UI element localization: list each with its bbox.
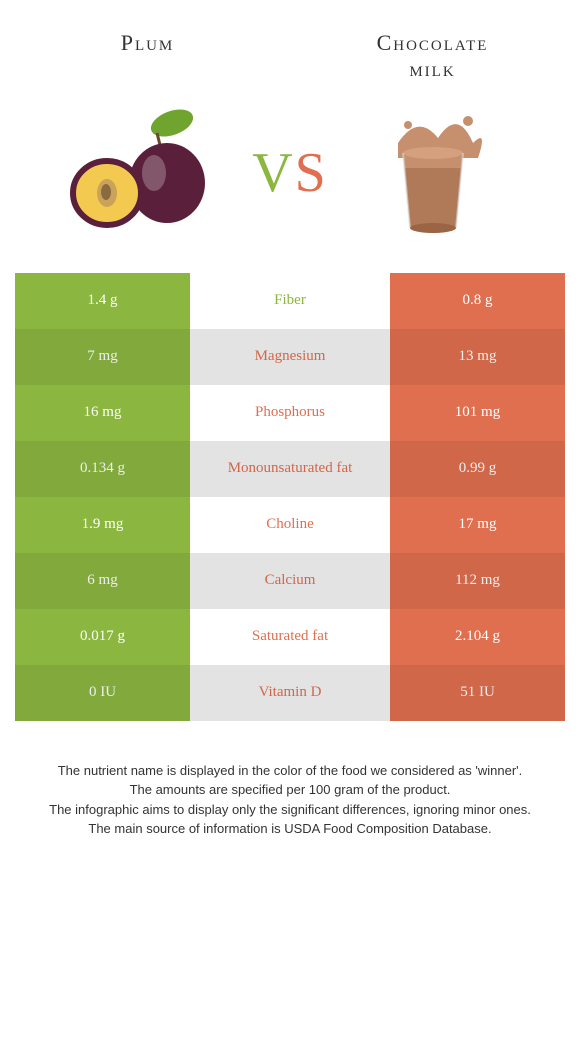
footer-line-3: The infographic aims to display only the… (25, 800, 555, 820)
milk-value: 13 mg (390, 329, 565, 385)
milk-value: 17 mg (390, 497, 565, 553)
table-row: 0.017 gSaturated fat2.104 g (15, 609, 565, 665)
table-row: 1.4 gFiber0.8 g (15, 273, 565, 329)
table-row: 0.134 gMonounsaturated fat0.99 g (15, 441, 565, 497)
title-chocolate-milk: Chocolate milk (270, 30, 565, 83)
title-right-line2: milk (409, 56, 455, 81)
plum-value: 1.4 g (15, 273, 190, 329)
title-right-line1: Chocolate (377, 30, 489, 55)
nutrient-label: Choline (190, 497, 390, 553)
nutrient-label: Saturated fat (190, 609, 390, 665)
images-row: VS (15, 103, 565, 243)
plum-value: 1.9 mg (15, 497, 190, 553)
milk-value: 2.104 g (390, 609, 565, 665)
milk-value: 0.8 g (390, 273, 565, 329)
plum-value: 0.017 g (15, 609, 190, 665)
vs-v: V (252, 142, 294, 204)
nutrient-label: Monounsaturated fat (190, 441, 390, 497)
nutrient-label: Magnesium (190, 329, 390, 385)
table-row: 0 IUVitamin D51 IU (15, 665, 565, 721)
vs-s: S (295, 142, 328, 204)
table-row: 1.9 mgCholine17 mg (15, 497, 565, 553)
footer-notes: The nutrient name is displayed in the co… (15, 761, 565, 839)
table-row: 6 mgCalcium112 mg (15, 553, 565, 609)
nutrient-label: Fiber (190, 273, 390, 329)
milk-value: 0.99 g (390, 441, 565, 497)
plum-value: 0 IU (15, 665, 190, 721)
milk-value: 112 mg (390, 553, 565, 609)
plum-value: 7 mg (15, 329, 190, 385)
plum-value: 16 mg (15, 385, 190, 441)
header: Plum Chocolate milk (15, 30, 565, 83)
nutrient-label: Phosphorus (190, 385, 390, 441)
nutrient-label: Vitamin D (190, 665, 390, 721)
plum-value: 0.134 g (15, 441, 190, 497)
title-plum: Plum (15, 30, 270, 56)
table-row: 7 mgMagnesium13 mg (15, 329, 565, 385)
vs-label: VS (252, 141, 328, 205)
plum-image (62, 103, 232, 243)
footer-line-4: The main source of information is USDA F… (25, 819, 555, 839)
footer-line-1: The nutrient name is displayed in the co… (25, 761, 555, 781)
plum-value: 6 mg (15, 553, 190, 609)
milk-value: 51 IU (390, 665, 565, 721)
table-row: 16 mgPhosphorus101 mg (15, 385, 565, 441)
nutrient-table: 1.4 gFiber0.8 g7 mgMagnesium13 mg16 mgPh… (15, 273, 565, 721)
chocolate-milk-image (348, 103, 518, 243)
footer-line-2: The amounts are specified per 100 gram o… (25, 780, 555, 800)
nutrient-label: Calcium (190, 553, 390, 609)
milk-value: 101 mg (390, 385, 565, 441)
